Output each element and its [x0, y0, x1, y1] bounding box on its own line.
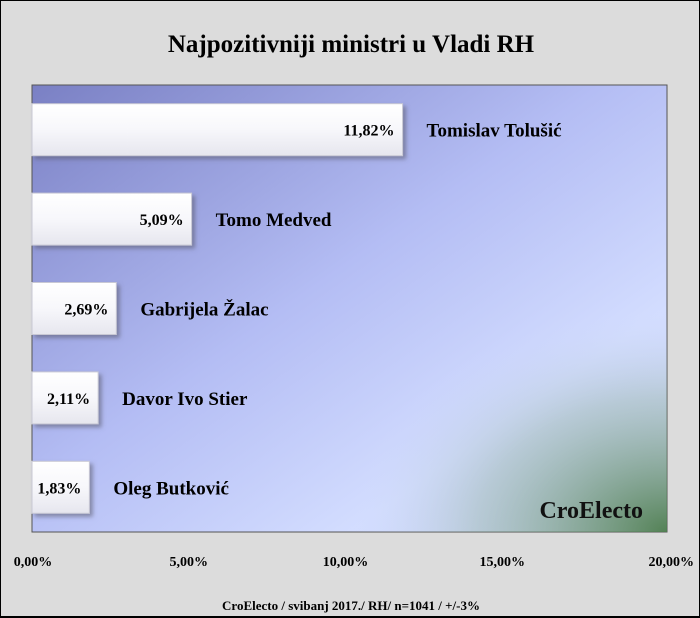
- x-tick-label-2: 5,00%: [170, 555, 209, 570]
- bar-value-label-5: 1,83%: [37, 480, 81, 497]
- category-label-4: Davor Ivo Stier: [122, 389, 248, 410]
- category-label-1: Tomislav Tolušić: [427, 121, 562, 142]
- category-label-3: Gabrijela Žalac: [140, 299, 268, 321]
- bar-3: [31, 282, 117, 335]
- bar-5: [31, 460, 90, 514]
- x-axis-ticks: 0,00% 5,00% 10,00% 15,00% 20,00%: [14, 555, 694, 570]
- bar-4: [31, 371, 99, 425]
- bar-value-label-4: 2,11%: [47, 391, 90, 408]
- bar-value-label-2: 5,09%: [140, 212, 184, 229]
- x-tick-label-1: 0,00%: [14, 555, 53, 570]
- bar-2: [31, 192, 193, 246]
- category-label-2: Tomo Medved: [216, 210, 332, 231]
- plot-corner-shade: [32, 85, 667, 532]
- x-tick-label-3: 10,00%: [323, 555, 369, 570]
- x-tick-label-4: 15,00%: [480, 555, 526, 570]
- watermark: CroElecto: [539, 498, 643, 524]
- bar-value-label-3: 2,69%: [64, 302, 108, 319]
- bars-layer: 11,82% Tomislav Tolušić 5,09% Tomo Medved 2,…: [31, 103, 562, 514]
- bar-value-label-1: 11,82%: [343, 123, 394, 140]
- category-label-5: Oleg Butković: [113, 478, 229, 499]
- bar-1: [31, 103, 404, 157]
- x-tick-label-5: 20,00%: [649, 555, 695, 570]
- chart-title: Najpozitivniji ministri u Vladi RH: [167, 31, 535, 58]
- source-note: CroElecto / svibanj 2017./ RH/ n=1041 / …: [222, 598, 480, 613]
